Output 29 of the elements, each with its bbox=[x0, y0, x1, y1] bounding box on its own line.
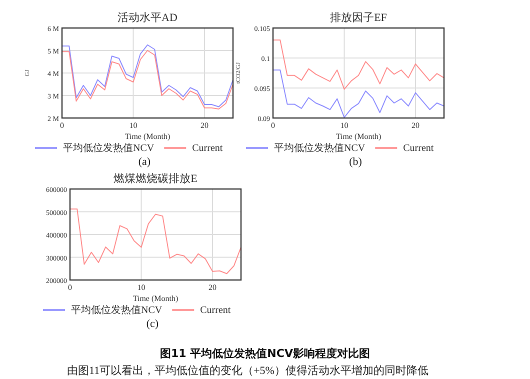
x-tick-label: 0 bbox=[271, 121, 275, 130]
legend-label: Current bbox=[192, 143, 223, 154]
x-tick-label: 0 bbox=[68, 283, 72, 292]
x-tick-label: 20 bbox=[412, 121, 420, 130]
legend-label: 平均低位发热值NCV bbox=[63, 142, 155, 154]
x-tick-label: 10 bbox=[129, 121, 138, 130]
x-tick-label: 0 bbox=[60, 121, 64, 130]
text: (b) bbox=[349, 156, 362, 168]
caption: 图11 平均低位发热值NCV影响程度对比图 bbox=[160, 347, 370, 360]
line-series bbox=[272, 70, 444, 118]
legend-label: Current bbox=[403, 143, 434, 154]
legend-label: 平均低位发热值NCV bbox=[274, 142, 366, 154]
chart-title: 燃煤燃烧碳排放E bbox=[114, 172, 198, 185]
x-tick-label: 10 bbox=[340, 121, 348, 130]
x-tick-label: 20 bbox=[200, 121, 208, 130]
chart-title: 活动水平AD bbox=[118, 11, 178, 24]
x-tick-label: 10 bbox=[137, 283, 146, 292]
x-tick-label: 20 bbox=[208, 283, 216, 292]
legend-label: 平均低位发热值NCV bbox=[71, 304, 163, 316]
text: 由图11可以看出，平均低位值的变化（+5%）使得活动水平增加的同时降低 bbox=[67, 364, 428, 377]
legend-label: Current bbox=[200, 305, 231, 316]
line-series bbox=[272, 40, 444, 90]
line-series bbox=[70, 208, 242, 274]
chart-title: 排放因子EF bbox=[330, 12, 387, 24]
text: (a) bbox=[138, 156, 151, 168]
x-axis-title: Time (Month) bbox=[132, 294, 178, 303]
text: (c) bbox=[146, 318, 159, 330]
x-axis-title: Time (Month) bbox=[336, 132, 382, 141]
x-axis-title: Time (Month) bbox=[124, 132, 170, 141]
